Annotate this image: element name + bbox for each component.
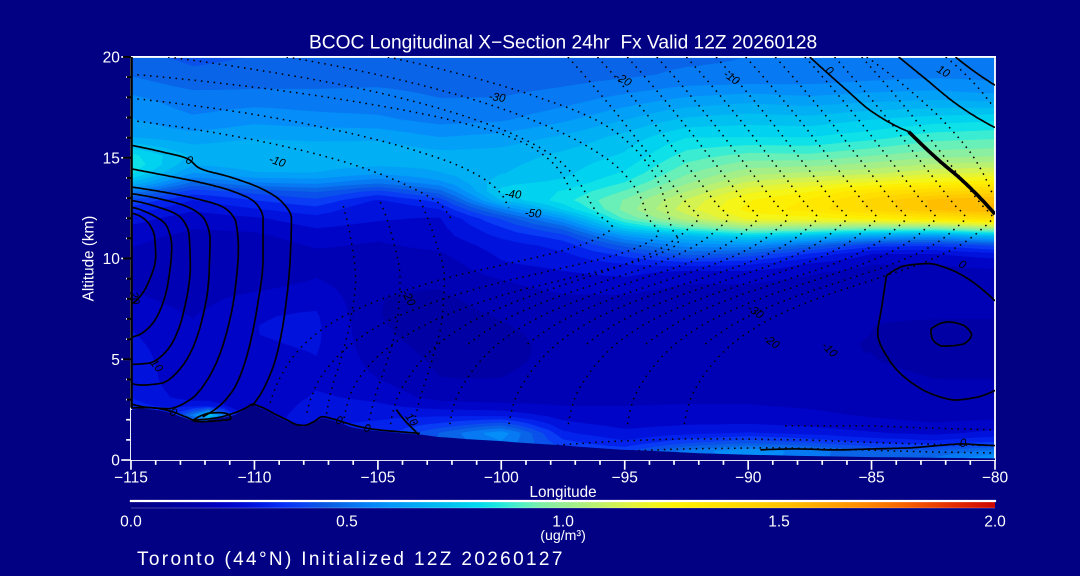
svg-text:2.0: 2.0 [984,514,1006,531]
svg-text:−80: −80 [982,469,1009,486]
svg-text:Altitude (km): Altitude (km) [80,216,97,302]
svg-text:0.5: 0.5 [336,514,358,531]
svg-text:0: 0 [334,414,344,427]
svg-text:0.0: 0.0 [120,514,142,531]
svg-text:5: 5 [111,352,120,369]
svg-text:0: 0 [168,406,179,420]
svg-text:10: 10 [934,64,952,81]
svg-text:0: 0 [960,438,967,450]
svg-text:1.5: 1.5 [768,514,790,531]
svg-text:−105: −105 [360,469,395,486]
svg-text:15: 15 [103,150,120,167]
svg-text:10: 10 [103,251,121,268]
svg-text:-50: -50 [524,207,542,220]
svg-text:Longitude: Longitude [530,484,597,501]
svg-text:0: 0 [184,154,195,168]
svg-text:BCOC Longitudinal X−Section 24: BCOC Longitudinal X−Section 24hr Fx Vali… [309,33,817,54]
svg-text:0: 0 [111,453,120,470]
svg-text:−100: −100 [484,469,519,486]
svg-text:-40: -40 [504,188,522,201]
svg-text:−115: −115 [114,469,148,486]
svg-text:(ug/m³): (ug/m³) [540,528,586,544]
svg-text:1.0: 1.0 [552,514,574,531]
svg-text:−110: −110 [238,469,272,486]
svg-text:-10: -10 [267,154,287,171]
svg-text:-30: -30 [488,91,507,105]
svg-text:20: 20 [103,50,121,67]
svg-text:−90: −90 [735,469,762,486]
svg-text:−95: −95 [612,469,638,486]
svg-text:0: 0 [363,423,372,436]
svg-text:−85: −85 [858,469,884,486]
